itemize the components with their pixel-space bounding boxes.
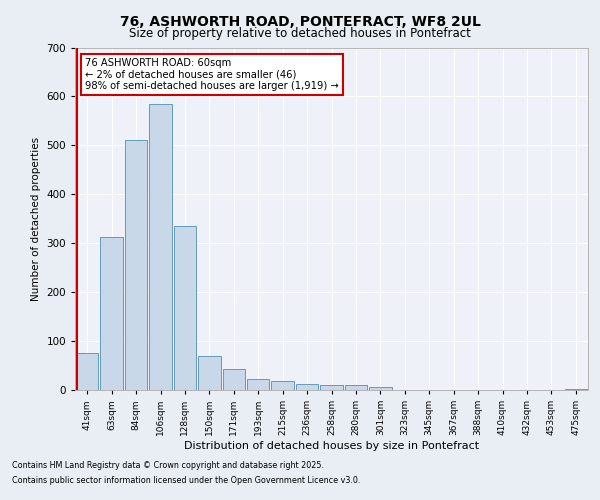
X-axis label: Distribution of detached houses by size in Pontefract: Distribution of detached houses by size … (184, 441, 479, 451)
Bar (125, 140, 148, 390)
Y-axis label: Number of detached properties: Number of detached properties (31, 136, 41, 301)
Text: Size of property relative to detached houses in Pontefract: Size of property relative to detached ho… (129, 28, 471, 40)
Text: 76, ASHWORTH ROAD, PONTEFRACT, WF8 2UL: 76, ASHWORTH ROAD, PONTEFRACT, WF8 2UL (119, 15, 481, 29)
Text: Contains HM Land Registry data © Crown copyright and database right 2025.: Contains HM Land Registry data © Crown c… (12, 461, 324, 470)
Bar (320, 385, 343, 390)
Bar (271, 381, 294, 390)
Bar (173, 226, 196, 390)
Bar (149, 104, 172, 390)
Bar (100, 238, 123, 390)
Bar (76, 354, 98, 390)
Bar (247, 379, 269, 390)
Bar (369, 386, 392, 390)
Bar (565, 388, 587, 390)
Bar (344, 385, 367, 390)
Bar (296, 384, 319, 390)
Bar (198, 356, 221, 390)
Text: Contains public sector information licensed under the Open Government Licence v3: Contains public sector information licen… (12, 476, 361, 485)
Text: 76 ASHWORTH ROAD: 60sqm
← 2% of detached houses are smaller (46)
98% of semi-det: 76 ASHWORTH ROAD: 60sqm ← 2% of detached… (85, 58, 339, 91)
Bar (223, 370, 245, 390)
